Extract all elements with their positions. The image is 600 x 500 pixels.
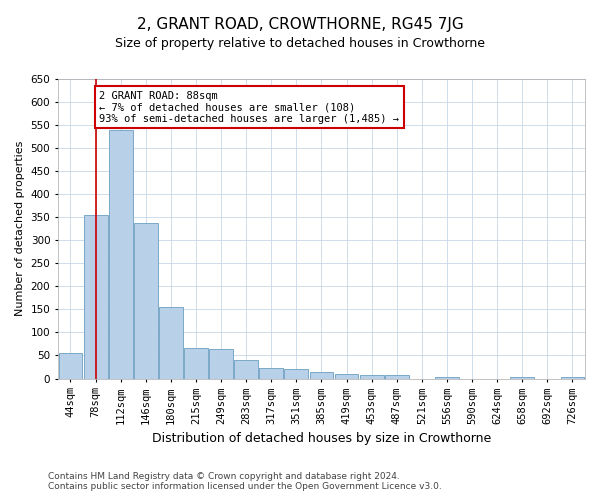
Bar <box>511 377 534 378</box>
Text: Size of property relative to detached houses in Crowthorne: Size of property relative to detached ho… <box>115 38 485 51</box>
Text: Contains HM Land Registry data © Crown copyright and database right 2024.: Contains HM Land Registry data © Crown c… <box>48 472 400 481</box>
Text: 2, GRANT ROAD, CROWTHORNE, RG45 7JG: 2, GRANT ROAD, CROWTHORNE, RG45 7JG <box>137 18 463 32</box>
Y-axis label: Number of detached properties: Number of detached properties <box>15 141 25 316</box>
Bar <box>310 372 334 378</box>
Text: 2 GRANT ROAD: 88sqm
← 7% of detached houses are smaller (108)
93% of semi-detach: 2 GRANT ROAD: 88sqm ← 7% of detached hou… <box>100 90 400 124</box>
Bar <box>335 374 358 378</box>
Bar <box>159 307 183 378</box>
Bar <box>184 348 208 378</box>
X-axis label: Distribution of detached houses by size in Crowthorne: Distribution of detached houses by size … <box>152 432 491 445</box>
Bar <box>109 130 133 378</box>
Bar <box>435 376 459 378</box>
Bar <box>83 215 107 378</box>
Bar <box>134 223 158 378</box>
Bar <box>259 368 283 378</box>
Text: Contains public sector information licensed under the Open Government Licence v3: Contains public sector information licen… <box>48 482 442 491</box>
Bar <box>284 370 308 378</box>
Bar <box>560 377 584 378</box>
Bar <box>385 375 409 378</box>
Bar <box>59 353 82 378</box>
Bar <box>234 360 258 378</box>
Bar <box>360 375 383 378</box>
Bar <box>209 348 233 378</box>
